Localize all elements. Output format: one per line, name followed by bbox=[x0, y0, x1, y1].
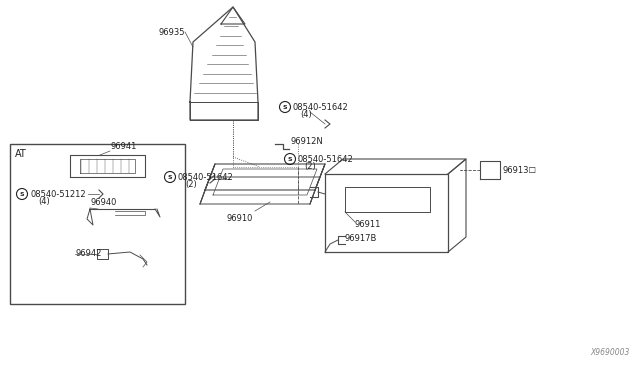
Text: S: S bbox=[168, 174, 172, 180]
Text: AT: AT bbox=[15, 149, 27, 159]
Text: 08540-51642: 08540-51642 bbox=[293, 103, 349, 112]
Text: S: S bbox=[288, 157, 292, 161]
Text: (4): (4) bbox=[300, 109, 312, 119]
Text: 96912N: 96912N bbox=[291, 137, 324, 145]
Text: (2): (2) bbox=[185, 180, 196, 189]
Text: 08540-51642: 08540-51642 bbox=[178, 173, 234, 182]
Text: 08540-51212: 08540-51212 bbox=[30, 189, 86, 199]
Text: 96942: 96942 bbox=[75, 250, 101, 259]
Text: (2): (2) bbox=[304, 161, 316, 170]
Text: S: S bbox=[283, 105, 287, 109]
Text: 96911: 96911 bbox=[355, 219, 381, 228]
Text: 96940: 96940 bbox=[90, 198, 116, 207]
Text: X9690003: X9690003 bbox=[591, 348, 630, 357]
Bar bbox=[10, 144, 185, 304]
Text: 08540-51642: 08540-51642 bbox=[298, 154, 354, 164]
Text: 96917B: 96917B bbox=[345, 234, 378, 243]
Text: 96910: 96910 bbox=[227, 214, 253, 223]
Text: 96941: 96941 bbox=[110, 142, 136, 151]
Text: (4): (4) bbox=[38, 196, 50, 205]
Text: 96913☐: 96913☐ bbox=[503, 166, 537, 174]
Text: S: S bbox=[20, 192, 24, 196]
Text: 96935: 96935 bbox=[159, 28, 185, 36]
